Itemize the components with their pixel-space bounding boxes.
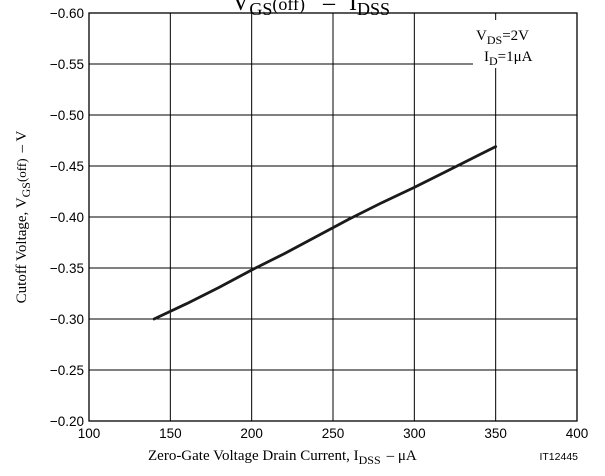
y-tick-label: −0.20: [50, 414, 84, 429]
plot-frame: [88, 12, 578, 422]
grid-lines: [89, 13, 577, 421]
y-tick-label: −0.40: [50, 210, 84, 225]
x-tick-label: 400: [566, 426, 589, 441]
y-tick-label: −0.35: [50, 261, 84, 276]
x-tick-labels: 100 150 200 250 300 350 400: [78, 426, 589, 441]
x-tick-label: 350: [484, 426, 507, 441]
series-line: [152, 145, 498, 321]
x-tick-label: 100: [78, 426, 101, 441]
x-tick-label: 300: [403, 426, 426, 441]
x-tick-label: 250: [322, 426, 345, 441]
y-tick-label: −0.60: [50, 6, 84, 21]
conditions-box-mask: [473, 20, 577, 68]
y-tick-labels: −0.60 −0.55 −0.50 −0.45 −0.40 −0.35 −0.30 −0.25…: [50, 6, 84, 429]
y-tick-label: −0.30: [50, 312, 84, 327]
y-tick-label: −0.45: [50, 159, 84, 174]
y-tick-label: −0.55: [50, 57, 84, 72]
y-tick-label: −0.50: [50, 108, 84, 123]
x-axis-label: Zero-Gate Voltage Drain Current, IDSS – μ…: [148, 448, 417, 467]
x-tick-label: 200: [240, 426, 263, 441]
figure-code: IT12445: [539, 451, 578, 463]
y-tick-label: −0.25: [50, 363, 84, 378]
y-axis-label: Cutoff Voltage, VGS(off)– V: [14, 130, 33, 303]
chart-title: VGS(off) – IDSS: [232, 0, 390, 19]
condition-vds: VDS=2V: [476, 28, 529, 47]
x-tick-label: 150: [159, 426, 182, 441]
condition-id: ID=1μA: [484, 49, 533, 68]
